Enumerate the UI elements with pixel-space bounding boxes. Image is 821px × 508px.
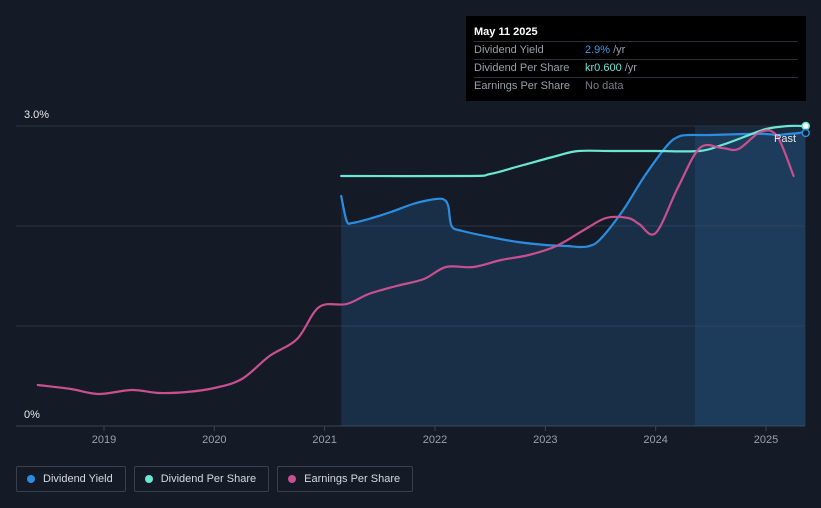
- legend-dot-icon: [288, 475, 297, 483]
- tooltip-label: Dividend Per Share: [474, 62, 570, 74]
- past-label: Past: [774, 133, 796, 145]
- dividend-per-share-line: [340, 124, 807, 178]
- dividend-yield-area: [341, 131, 806, 426]
- legend-label: Dividend Yield: [43, 473, 113, 485]
- x-tick-label: 2024: [643, 434, 667, 446]
- dividend-yield-end-point: [801, 128, 810, 138]
- dividend-yield-line: [340, 129, 807, 249]
- legend-label: Earnings Per Share: [304, 473, 401, 485]
- tooltip-row-dividend-yield: Dividend Yield 2.9% /yr: [474, 41, 798, 59]
- tooltip-unit: /yr: [624, 62, 637, 74]
- x-tick-label: 2020: [202, 434, 226, 446]
- x-tick-label: 2022: [423, 434, 447, 446]
- legend-label: Dividend Per Share: [160, 473, 257, 485]
- y-tick-label: 3.0%: [24, 109, 49, 121]
- x-tick-label: 2025: [754, 434, 778, 446]
- legend-item-dividend-per-share[interactable]: Dividend Per Share: [133, 466, 270, 492]
- legend-dot-icon: [27, 475, 35, 483]
- tooltip-row-dividend-per-share: Dividend Per Share kr0.600 /yr: [474, 59, 798, 77]
- x-tick-label: 2019: [92, 434, 116, 446]
- tooltip-unit: /yr: [613, 44, 626, 56]
- tooltip-label: Earnings Per Share: [474, 80, 570, 92]
- dividend-per-share-end-point: [801, 121, 810, 131]
- tooltip-value: kr0.600: [585, 62, 622, 74]
- x-tick-label: 2023: [533, 434, 557, 446]
- tooltip-value: 2.9%: [585, 44, 611, 56]
- tooltip-value: No data: [585, 80, 624, 92]
- tooltip-label: Dividend Yield: [474, 44, 544, 56]
- legend-dot-icon: [144, 475, 153, 483]
- legend-item-dividend-yield[interactable]: Dividend Yield: [16, 466, 126, 492]
- tooltip-date: May 11 2025: [474, 26, 538, 38]
- tooltip-row-earnings-per-share: Earnings Per Share No data: [474, 77, 798, 95]
- y-tick-label: 0%: [24, 409, 40, 421]
- legend-item-earnings-per-share[interactable]: Earnings Per Share: [277, 466, 414, 492]
- chart-legend: Dividend Yield Dividend Per Share Earnin…: [16, 466, 414, 492]
- x-tick-label: 2021: [312, 434, 336, 446]
- tooltip-card: May 11 2025 Dividend Yield 2.9% /yr Divi…: [466, 16, 806, 101]
- earnings-per-share-line: [36, 129, 795, 396]
- past-region-highlight: [695, 126, 805, 426]
